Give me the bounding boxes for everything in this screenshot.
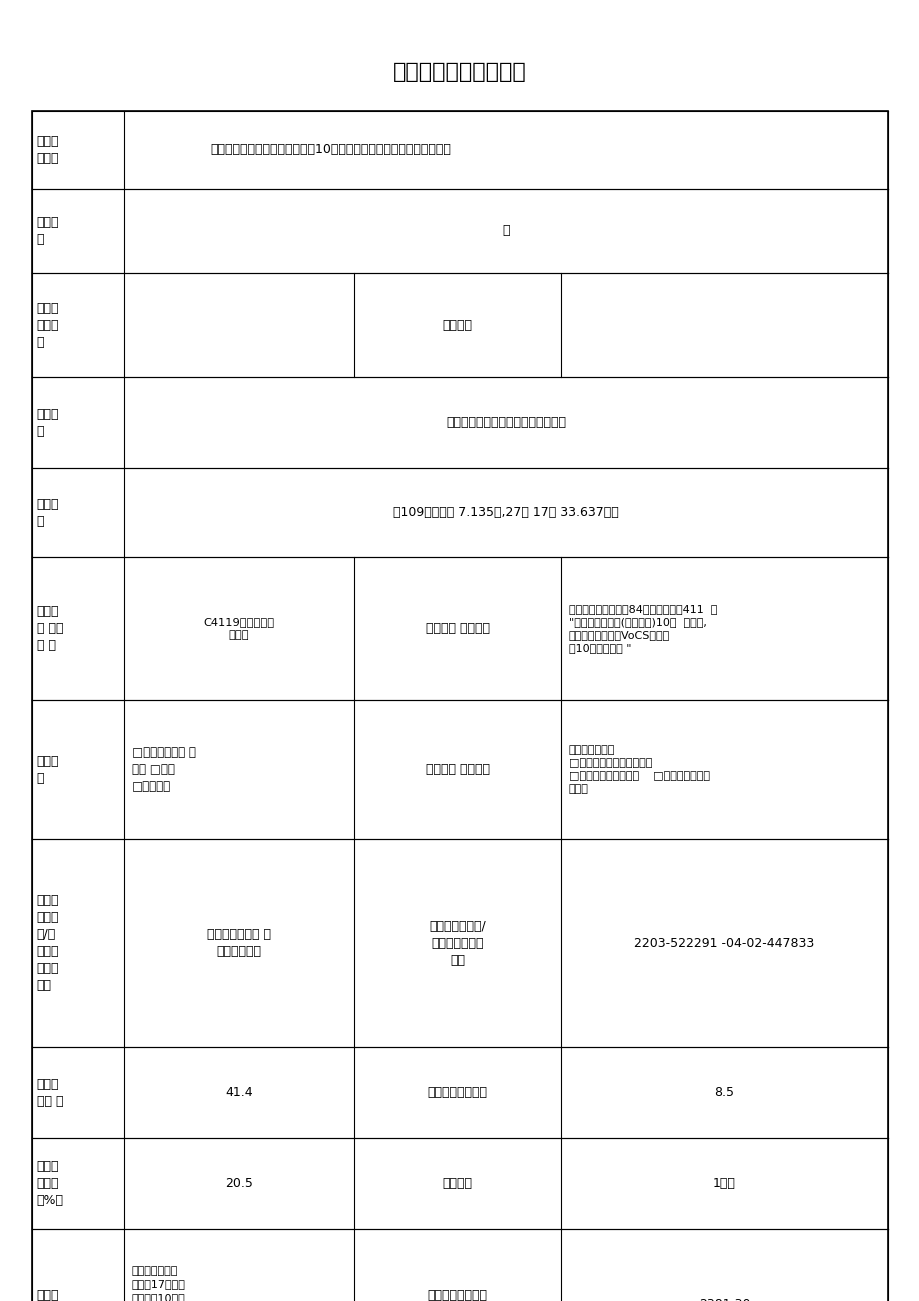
Text: 一、建设项目基本情况: 一、建设项目基本情况 xyxy=(392,61,527,82)
Text: 总投资
（万 元: 总投资 （万 元 xyxy=(37,1077,63,1108)
Text: 建设项目 申报情形: 建设项目 申报情形 xyxy=(425,764,489,775)
Text: 建设性
质: 建设性 质 xyxy=(37,755,59,785)
Text: 2203-522291 -04-02-447833: 2203-522291 -04-02-447833 xyxy=(634,937,813,950)
Text: 国民经
济 行业
类 别: 国民经 济 行业 类 别 xyxy=(37,605,63,652)
Text: 建设单
位联系
人: 建设单 位联系 人 xyxy=(37,302,59,349)
Text: 环保投
资占比
（%）: 环保投 资占比 （%） xyxy=(37,1160,63,1207)
Text: 地理坐
标: 地理坐 标 xyxy=(37,497,59,528)
Text: 是否开
工建设: 是否开 工建设 xyxy=(37,1289,59,1301)
Text: 贵州东亿电气实业有限公司年产10亿只打火机注塑、包膜车间改建项目: 贵州东亿电气实业有限公司年产10亿只打火机注塑、包膜车间改建项目 xyxy=(210,143,451,156)
Text: 团首次申报项目
□不予批准后再次申报项目
□超五年重新审核项目    □重大变动重新报
批项目: 团首次申报项目 □不予批准后再次申报项目 □超五年重新审核项目 □重大变动重新报… xyxy=(568,744,709,795)
Text: 20.5: 20.5 xyxy=(225,1177,253,1190)
Text: 建设项目 行业类别: 建设项目 行业类别 xyxy=(425,622,489,635)
Text: □新建（迁建） 团
改建 □扩建
□技术改造: □新建（迁建） 团 改建 □扩建 □技术改造 xyxy=(131,745,195,794)
Text: 建设项
目名称: 建设项 目名称 xyxy=(37,134,59,165)
Text: 项目审
批（核
准/备
案）部
门（选
填）: 项目审 批（核 准/备 案）部 门（选 填） xyxy=(37,894,59,993)
Text: 41.4: 41.4 xyxy=(225,1086,253,1099)
Text: 2381.30: 2381.30 xyxy=(698,1298,749,1301)
Text: 无: 无 xyxy=(502,225,509,237)
Text: 贵州大龙经济开 发
区经济发展局: 贵州大龙经济开 发 区经济发展局 xyxy=(207,928,271,959)
Text: 项目审批（核准/
备案）文号（选
填）: 项目审批（核准/ 备案）文号（选 填） xyxy=(429,920,485,967)
Text: 贵州省铜仁市大龙经济开发区大屯村: 贵州省铜仁市大龙经济开发区大屯村 xyxy=(446,416,565,429)
Text: 建设地
点: 建设地 点 xyxy=(37,407,59,438)
Text: （109度（）分 7.135秒,27度 17分 33.637秒）: （109度（）分 7.135秒,27度 17分 33.637秒） xyxy=(392,506,618,519)
Text: 施工工期: 施工工期 xyxy=(442,1177,472,1190)
Text: 联系方式: 联系方式 xyxy=(442,319,472,332)
Text: 用地（用海）面积
（m2）: 用地（用海）面积 （m2） xyxy=(427,1289,487,1301)
Text: 团是：该企业目
前新增17台注塑
机，已设10亿支
电子塑料打火机
生产线中新增包
膜工序: 团是：该企业目 前新增17台注塑 机，已设10亿支 电子塑料打火机 生产线中新增… xyxy=(131,1266,186,1301)
Text: 8.5: 8.5 xyxy=(714,1086,733,1099)
Text: 三十八、其他制造业84日用杂品制造411  中
"年用溶剂型涂料(含稀释剂)10吨  以下的,
或年用非溶剂型低VoCS含量涂
料10吨及以上的 ": 三十八、其他制造业84日用杂品制造411 中 "年用溶剂型涂料(含稀释剂)10吨… xyxy=(568,604,716,653)
Text: 1个月: 1个月 xyxy=(712,1177,735,1190)
Text: 环保投资（万元）: 环保投资（万元） xyxy=(427,1086,487,1099)
Text: C4119其他日用杂
品制造: C4119其他日用杂 品制造 xyxy=(203,617,275,640)
Text: 项目代
码: 项目代 码 xyxy=(37,216,59,246)
